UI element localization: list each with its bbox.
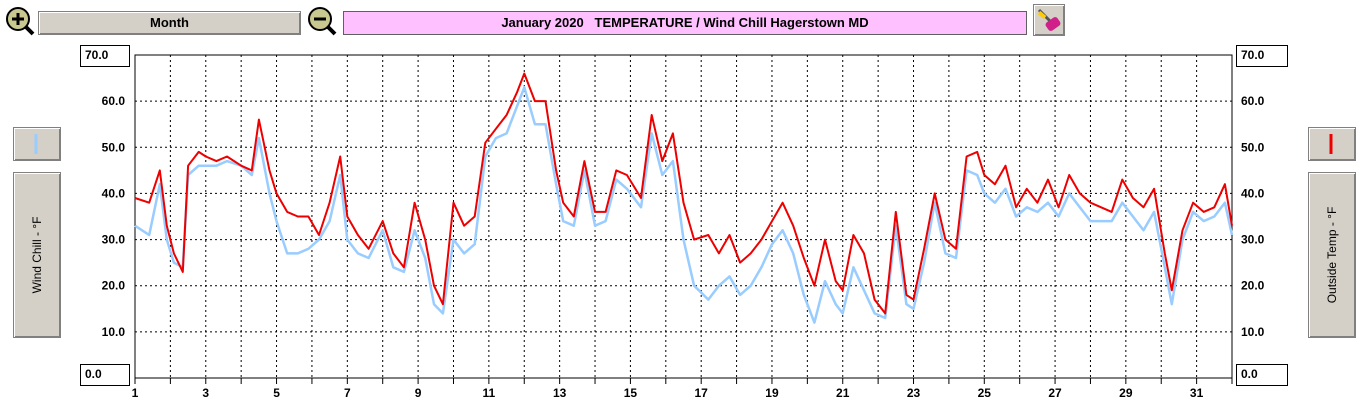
tool-button[interactable] bbox=[1033, 4, 1065, 36]
x-tick-label: 31 bbox=[1190, 386, 1204, 400]
blue-line-icon bbox=[34, 134, 38, 154]
left-axis-top-value: 70.0 bbox=[80, 45, 130, 67]
x-tick-label: 21 bbox=[836, 386, 850, 400]
right-y-tick-label: 60.0 bbox=[1241, 94, 1265, 108]
x-tick-label: 19 bbox=[765, 386, 779, 400]
left-y-tick-label: 60.0 bbox=[102, 94, 126, 108]
left-y-tick-label: 50.0 bbox=[102, 140, 126, 154]
left-y-tick-label: 40.0 bbox=[102, 186, 126, 200]
x-tick-label: 11 bbox=[483, 386, 496, 400]
x-tick-label: 7 bbox=[344, 386, 351, 400]
x-tick-label: 5 bbox=[273, 386, 280, 400]
right-y-tick-label: 50.0 bbox=[1241, 140, 1265, 154]
wind-chill-series-line bbox=[134, 86, 1234, 324]
magnifier-plus-icon bbox=[6, 7, 35, 36]
x-tick-label: 13 bbox=[553, 386, 567, 400]
magnifier-minus-icon bbox=[308, 7, 337, 36]
marker-eraser-icon bbox=[1037, 8, 1061, 31]
chart-title: January 2020 TEMPERATURE / Wind Chill Ha… bbox=[343, 11, 1027, 35]
right-axis-top-value: 70.0 bbox=[1236, 45, 1288, 67]
zoom-out-button[interactable] bbox=[307, 6, 337, 36]
x-tick-label: 17 bbox=[695, 386, 709, 400]
period-selector[interactable]: Month bbox=[38, 11, 301, 35]
x-tick-label: 23 bbox=[907, 386, 921, 400]
x-tick-label: 9 bbox=[415, 386, 422, 400]
plot-frame bbox=[134, 54, 1233, 379]
outside-temp-axis-button[interactable]: Outside Temp - °F bbox=[1308, 172, 1356, 338]
red-line-icon bbox=[1329, 134, 1333, 154]
right-y-tick-label: 30.0 bbox=[1241, 233, 1265, 247]
period-label: Month bbox=[150, 15, 189, 30]
left-y-tick-label: 30.0 bbox=[102, 233, 126, 247]
right-axis-bottom-value: 0.0 bbox=[1236, 364, 1288, 386]
outside-temp-legend-swatch[interactable] bbox=[1308, 127, 1356, 161]
x-tick-label: 3 bbox=[202, 386, 209, 400]
wind-chill-axis-button[interactable]: Wind Chill - °F bbox=[13, 172, 61, 338]
wind-chill-legend-swatch[interactable] bbox=[13, 127, 61, 161]
left-y-tick-label: 10.0 bbox=[102, 325, 126, 339]
right-y-tick-label: 20.0 bbox=[1241, 279, 1265, 293]
x-tick-label: 27 bbox=[1048, 386, 1062, 400]
x-tick-label: 1 bbox=[132, 386, 139, 400]
outside-temp-series-line bbox=[134, 72, 1233, 315]
x-tick-label: 15 bbox=[624, 386, 638, 400]
x-tick-label: 29 bbox=[1119, 386, 1133, 400]
x-tick-label: 25 bbox=[978, 386, 992, 400]
zoom-in-button[interactable] bbox=[5, 6, 35, 36]
right-y-tick-label: 10.0 bbox=[1241, 325, 1265, 339]
left-axis-bottom-value: 0.0 bbox=[80, 364, 130, 386]
right-y-tick-label: 40.0 bbox=[1241, 186, 1265, 200]
left-y-tick-label: 20.0 bbox=[102, 279, 126, 293]
